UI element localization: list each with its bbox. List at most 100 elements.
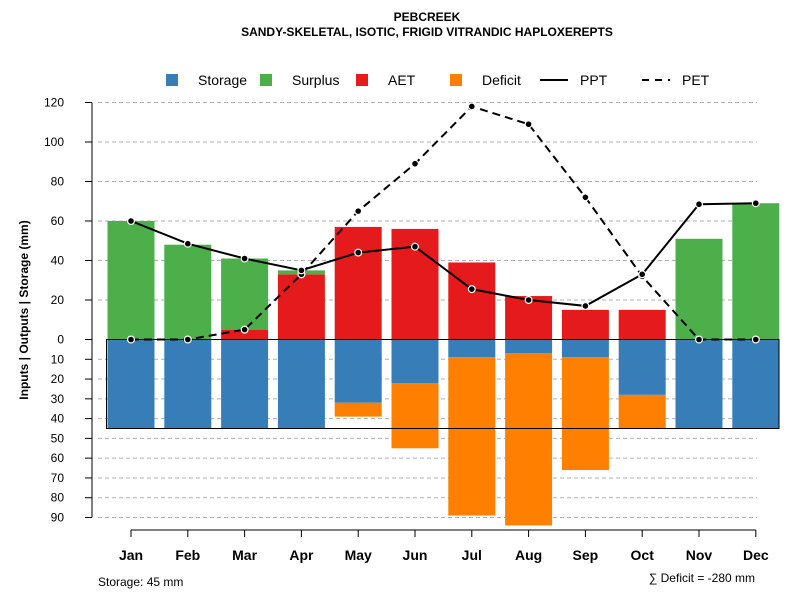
ppt-point [183,239,192,248]
x-tick-label: Dec [743,547,769,563]
y-tick-label: 40 [51,412,65,426]
bar-surplus [164,244,212,340]
pet-line [131,105,756,341]
legend-swatch-aet [356,74,368,86]
ppt-point [126,217,135,226]
pet-point [411,159,420,168]
bar-storage [618,339,666,395]
bar-deficit [561,357,609,471]
y-tick-label: 20 [51,293,65,307]
x-tick-label: Mar [232,547,257,563]
bar-storage [505,339,553,354]
ppt-line [130,202,756,307]
legend-swatch-storage [166,74,178,86]
bar-storage [221,339,269,429]
bar-surplus [107,221,155,340]
legend-label-pet: PET [682,72,710,88]
series-lines [126,102,760,344]
ppt-point [751,199,760,208]
x-tick-label: May [345,547,372,563]
pet-point [240,325,249,334]
axes: 0 20 40 60 80 100 120 10 20 30 40 50 60 70 80 90 Jan Feb M… [44,96,769,564]
y-tick-label: 40 [51,254,65,268]
y-tick-label: 90 [51,511,65,525]
bar-surplus [732,203,780,340]
bar-surplus [221,258,269,330]
chart-subtitle: SANDY-SKELETAL, ISOTIC, FRIGID VITRANDIC… [241,25,613,39]
bar-deficit [448,357,496,516]
bar-aet [334,226,382,340]
deficit-note: ∑ Deficit = -280 mm [649,571,755,585]
ppt-point [467,285,476,294]
bar-deficit [334,402,382,417]
x-tick-label: Jun [403,547,428,563]
bar-storage [675,339,723,429]
x-tick-label: Feb [175,547,200,563]
legend-swatch-surplus [260,74,272,86]
y-tick-label: 80 [51,491,65,505]
y-axis-label: Inputs | Outputs | Storage (mm) [17,220,31,399]
bar-deficit [505,353,553,526]
bar-storage [391,339,439,384]
y-tick-label: 30 [51,392,65,406]
pet-point [183,335,192,344]
legend: Storage Surplus AET Deficit PPT PET [166,72,710,88]
legend-label-storage: Storage [198,72,247,88]
y-tick-label: 10 [51,352,65,366]
pet-point [751,335,760,344]
y-tick-label: 0 [57,333,64,347]
pet-point [694,335,703,344]
y-tick-label: 60 [51,214,65,228]
legend-label-aet: AET [388,72,416,88]
ppt-point [354,248,363,257]
ppt-point [411,242,420,251]
x-tick-label: Aug [515,547,542,563]
bar-deficit [618,394,666,429]
legend-label-surplus: Surplus [292,72,339,88]
legend-label-ppt: PPT [580,72,608,88]
x-tick-label: Nov [686,547,713,563]
x-tick-label: Jul [462,547,482,563]
ppt-point [581,301,590,310]
y-tick-label: 80 [51,175,65,189]
y-tick-label: 70 [51,471,65,485]
ppt-point [524,296,533,305]
x-tick-label: Jan [119,547,143,563]
bar-aet [221,329,269,340]
ppt-point [297,266,306,275]
pet-point [581,193,590,202]
bar-storage [277,339,325,429]
ppt-point [694,200,703,209]
y-tick-label: 100 [44,135,64,149]
y-tick-label: 120 [44,96,64,110]
bar-storage [164,339,212,429]
bar-aet [561,309,609,340]
pet-point [126,335,135,344]
ppt-point [638,270,647,279]
legend-label-deficit: Deficit [482,72,521,88]
storage-capacity-box [106,339,780,429]
bar-surplus [675,238,723,340]
y-tick-label: 50 [51,431,65,445]
bar-storage [561,339,609,358]
ppt-point [240,254,249,263]
bar-aet [277,274,325,340]
bar-storage [732,339,780,429]
pet-point [354,207,363,216]
bar-storage [107,339,155,429]
chart-title: PEBCREEK [394,10,461,24]
pet-point [467,102,476,111]
pet-point [524,120,533,129]
legend-swatch-deficit [450,74,462,86]
bar-aet [618,309,666,340]
bar-aet [448,262,496,340]
x-tick-label: Oct [631,547,655,563]
bars [106,203,780,526]
x-tick-label: Apr [289,547,314,563]
y-tick-label: 60 [51,451,65,465]
x-tick-label: Sep [573,547,599,563]
bar-storage [448,339,496,358]
bar-deficit [391,383,439,449]
y-tick-label: 20 [51,372,65,386]
